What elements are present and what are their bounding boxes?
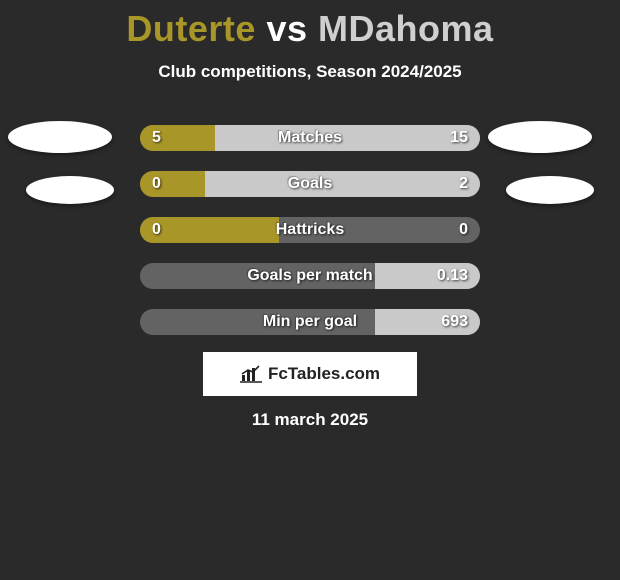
- left-club-logo-0: [8, 121, 112, 153]
- right-club-logo-0: [488, 121, 592, 153]
- bar-right-fill: [375, 309, 480, 335]
- stat-row-1: Goals02: [140, 171, 480, 197]
- attribution-text: FcTables.com: [268, 364, 380, 384]
- player2-name: MDahoma: [318, 8, 494, 49]
- bar-left-fill: [140, 171, 205, 197]
- bar-track: [140, 263, 480, 289]
- left-club-logo-1: [26, 176, 114, 204]
- chart-icon: [240, 365, 262, 383]
- right-club-logo-1: [506, 176, 594, 204]
- bar-left-fill: [140, 125, 215, 151]
- vs-separator: vs: [266, 8, 307, 49]
- stat-row-2: Hattricks00: [140, 217, 480, 243]
- page-title: Duterte vs MDahoma: [0, 8, 620, 50]
- bar-track: [140, 309, 480, 335]
- comparison-infographic: { "background_color": "#2a2a2a", "title"…: [0, 0, 620, 580]
- bar-track: [140, 171, 480, 197]
- bar-track: [140, 125, 480, 151]
- bar-left-fill: [140, 217, 279, 243]
- stat-row-3: Goals per match0.13: [140, 263, 480, 289]
- stat-row-4: Min per goal693: [140, 309, 480, 335]
- stat-row-0: Matches515: [140, 125, 480, 151]
- bar-right-fill: [205, 171, 480, 197]
- date-label: 11 march 2025: [0, 410, 620, 430]
- player1-name: Duterte: [126, 8, 256, 49]
- bar-right-fill: [375, 263, 480, 289]
- bar-right-fill: [215, 125, 480, 151]
- bar-track: [140, 217, 480, 243]
- attribution-badge: FcTables.com: [203, 352, 417, 396]
- subtitle: Club competitions, Season 2024/2025: [0, 62, 620, 82]
